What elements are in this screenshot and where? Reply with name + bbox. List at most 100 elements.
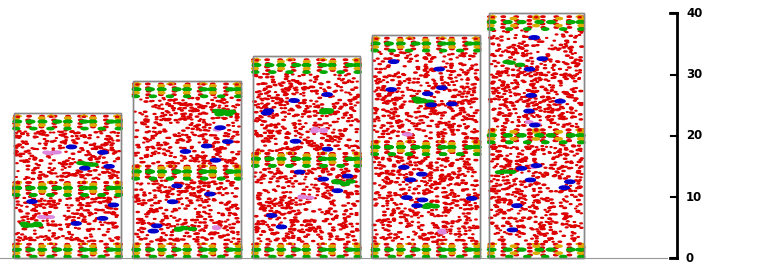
Circle shape (570, 76, 573, 77)
Circle shape (159, 185, 163, 186)
Circle shape (325, 115, 328, 116)
Circle shape (264, 175, 266, 176)
Circle shape (497, 62, 500, 63)
Circle shape (431, 57, 435, 58)
Circle shape (318, 180, 320, 181)
Circle shape (532, 70, 536, 71)
Circle shape (12, 243, 17, 245)
Circle shape (346, 237, 349, 238)
Circle shape (117, 193, 121, 194)
Circle shape (140, 222, 144, 223)
Circle shape (303, 165, 310, 167)
Circle shape (38, 178, 42, 179)
Circle shape (198, 107, 201, 108)
Circle shape (395, 100, 398, 101)
Circle shape (491, 88, 495, 89)
Circle shape (184, 119, 186, 120)
Circle shape (334, 145, 338, 146)
Circle shape (431, 79, 434, 80)
Circle shape (81, 256, 88, 258)
Circle shape (16, 197, 19, 198)
Circle shape (397, 144, 402, 146)
Circle shape (331, 70, 335, 71)
Circle shape (30, 239, 34, 240)
Circle shape (400, 157, 403, 158)
Circle shape (275, 143, 277, 144)
Circle shape (372, 41, 376, 43)
Circle shape (234, 214, 237, 215)
Circle shape (396, 156, 399, 157)
Circle shape (221, 102, 223, 103)
Circle shape (50, 141, 54, 142)
Circle shape (570, 57, 573, 58)
Circle shape (64, 215, 66, 216)
Circle shape (563, 207, 566, 208)
Circle shape (553, 140, 557, 141)
Circle shape (191, 128, 194, 129)
Circle shape (183, 223, 187, 224)
Circle shape (317, 243, 321, 245)
Circle shape (450, 144, 454, 146)
Circle shape (40, 115, 44, 117)
Bar (372, 35, 480, 258)
Circle shape (272, 224, 275, 226)
Circle shape (292, 70, 296, 71)
Circle shape (197, 191, 200, 192)
Circle shape (166, 104, 168, 105)
Circle shape (235, 243, 238, 244)
Circle shape (563, 158, 567, 159)
Circle shape (293, 217, 297, 218)
Circle shape (110, 149, 113, 150)
Circle shape (567, 243, 571, 245)
Circle shape (438, 121, 441, 123)
Circle shape (337, 145, 339, 146)
Circle shape (321, 108, 324, 109)
Circle shape (314, 115, 317, 116)
Circle shape (386, 219, 390, 220)
Circle shape (220, 236, 223, 237)
Circle shape (266, 239, 270, 240)
Circle shape (61, 142, 62, 143)
Circle shape (417, 172, 427, 176)
Circle shape (549, 238, 553, 239)
Circle shape (272, 189, 275, 190)
Circle shape (439, 231, 446, 234)
Circle shape (503, 200, 506, 201)
Circle shape (306, 131, 309, 132)
Circle shape (569, 35, 573, 36)
Circle shape (559, 152, 562, 153)
Circle shape (262, 111, 272, 115)
Circle shape (507, 182, 510, 183)
Circle shape (465, 184, 467, 185)
Circle shape (580, 104, 583, 105)
Circle shape (374, 205, 377, 206)
Circle shape (159, 173, 163, 174)
Circle shape (407, 225, 411, 226)
Circle shape (282, 192, 285, 193)
Circle shape (293, 220, 296, 221)
Circle shape (397, 161, 399, 162)
Circle shape (535, 101, 536, 102)
Circle shape (194, 208, 196, 209)
Circle shape (501, 85, 504, 86)
Circle shape (12, 248, 21, 251)
Circle shape (199, 216, 203, 217)
Circle shape (325, 168, 327, 169)
Circle shape (404, 81, 406, 82)
Circle shape (332, 96, 334, 97)
Circle shape (503, 198, 506, 200)
Circle shape (375, 141, 378, 142)
Circle shape (416, 117, 417, 118)
Circle shape (322, 93, 332, 96)
Circle shape (227, 130, 230, 131)
Circle shape (437, 86, 447, 90)
Circle shape (404, 133, 412, 136)
Circle shape (390, 181, 393, 182)
Circle shape (438, 42, 447, 45)
Circle shape (438, 146, 447, 149)
Circle shape (430, 111, 432, 112)
Circle shape (505, 200, 508, 201)
Circle shape (205, 140, 208, 141)
Circle shape (525, 165, 528, 167)
Circle shape (57, 176, 58, 177)
